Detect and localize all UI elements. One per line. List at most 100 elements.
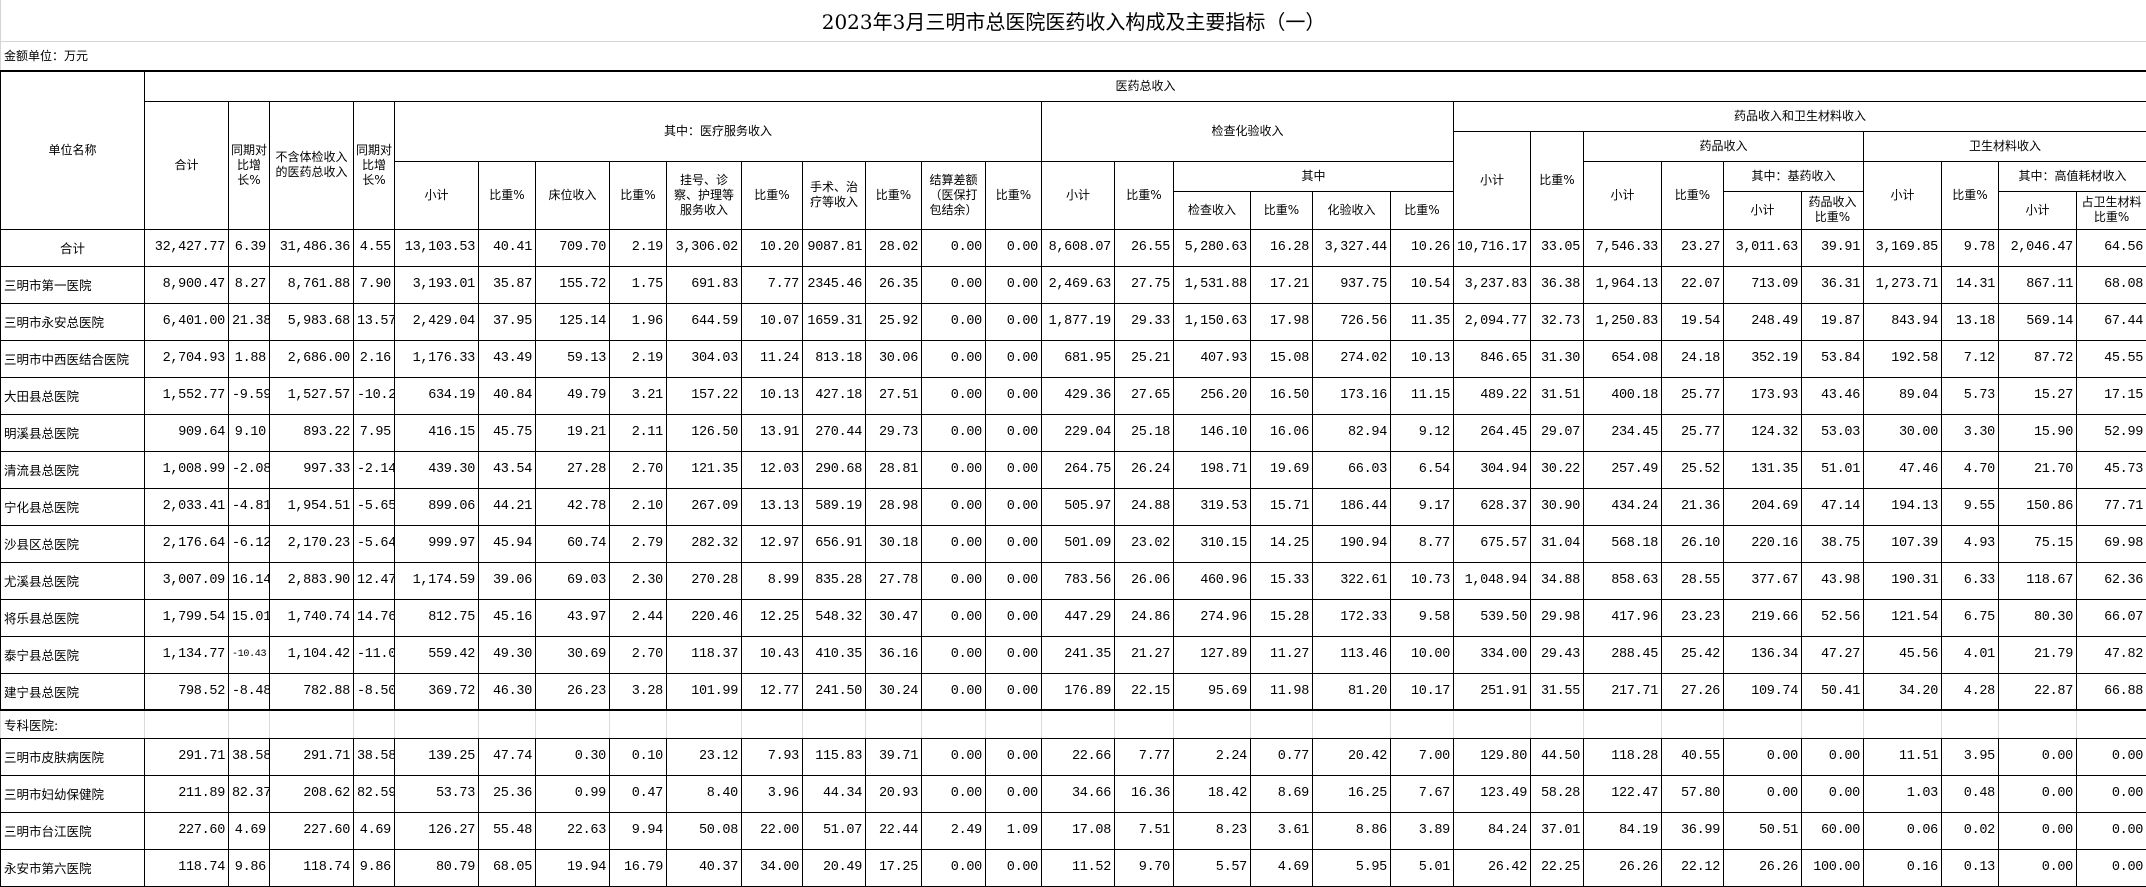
header-dm-subtotal: 小计 bbox=[1453, 130, 1531, 230]
value-cell: 36.16 bbox=[865, 635, 922, 674]
value-cell: 52.56 bbox=[1801, 598, 1864, 637]
value-cell: 22.15 bbox=[1114, 672, 1174, 711]
value-cell: 13.18 bbox=[1941, 302, 1999, 341]
unit-name-cell: 建宁县总医院 bbox=[0, 672, 145, 711]
value-cell: 217.71 bbox=[1583, 672, 1662, 711]
value-cell: 36.99 bbox=[1661, 811, 1724, 850]
value-cell: 3.96 bbox=[741, 774, 803, 813]
value-cell: 4.93 bbox=[1941, 524, 1999, 563]
value-cell: 38.58 bbox=[228, 737, 270, 776]
value-cell: 35.87 bbox=[478, 265, 536, 304]
empty-cell bbox=[269, 709, 354, 739]
unit-name-cell: 合计 bbox=[0, 228, 145, 267]
empty-cell bbox=[535, 709, 610, 739]
value-cell: 45.16 bbox=[478, 598, 536, 637]
value-cell: 139.25 bbox=[394, 737, 479, 776]
value-cell: 1,176.33 bbox=[394, 339, 479, 378]
value-cell: 40.41 bbox=[478, 228, 536, 267]
value-cell: 229.04 bbox=[1041, 413, 1115, 452]
value-cell: 846.65 bbox=[1453, 339, 1531, 378]
value-cell: 49.30 bbox=[478, 635, 536, 674]
value-cell: 681.95 bbox=[1041, 339, 1115, 378]
value-cell: 427.18 bbox=[802, 376, 866, 415]
header-material-subtotal: 小计 bbox=[1863, 160, 1942, 230]
value-cell: 10.20 bbox=[741, 228, 803, 267]
value-cell: 227.60 bbox=[269, 811, 354, 850]
value-cell: 31.55 bbox=[1530, 672, 1584, 711]
value-cell: 155.72 bbox=[535, 265, 610, 304]
value-cell: 377.67 bbox=[1723, 561, 1802, 600]
value-cell: 121.54 bbox=[1863, 598, 1942, 637]
report-title: 2023年3月三明市总医院医药收入构成及主要指标（一） bbox=[0, 0, 2146, 42]
value-cell: 29.73 bbox=[865, 413, 922, 452]
value-cell: 43.49 bbox=[478, 339, 536, 378]
value-cell: 7.00 bbox=[1390, 737, 1454, 776]
value-cell: 5,983.68 bbox=[269, 302, 354, 341]
value-cell: 122.47 bbox=[1583, 774, 1662, 813]
header-material-income: 卫生材料收入 bbox=[1862, 130, 2146, 162]
value-cell: 39.71 bbox=[865, 737, 922, 776]
value-cell: 16.06 bbox=[1250, 413, 1313, 452]
value-cell: 124.32 bbox=[1723, 413, 1802, 452]
value-cell: 118.67 bbox=[1998, 561, 2077, 600]
value-cell: 2.19 bbox=[609, 228, 667, 267]
table-row: 三明市第一医院 8,900.47 8.27 8,761.88 7.90 3,193.01 3… bbox=[0, 265, 2146, 304]
value-cell: 16.25 bbox=[1312, 774, 1391, 813]
value-cell: 7.67 bbox=[1390, 774, 1454, 813]
value-cell: 26.23 bbox=[535, 672, 610, 711]
value-cell: 14.25 bbox=[1250, 524, 1313, 563]
value-cell: 304.03 bbox=[666, 339, 742, 378]
value-cell: 3,011.63 bbox=[1723, 228, 1802, 267]
value-cell: 559.42 bbox=[394, 635, 479, 674]
value-cell: 1,740.74 bbox=[269, 598, 354, 637]
value-cell: 21.70 bbox=[1998, 450, 2077, 489]
value-cell: 49.79 bbox=[535, 376, 610, 415]
header-el-subtotal: 小计 bbox=[1041, 160, 1115, 230]
value-cell: 126.27 bbox=[394, 811, 479, 850]
value-cell: 27.28 bbox=[535, 450, 610, 489]
value-cell: 123.49 bbox=[1453, 774, 1531, 813]
value-cell: 58.28 bbox=[1530, 774, 1584, 813]
value-cell: 400.18 bbox=[1583, 376, 1662, 415]
value-cell: 22.25 bbox=[1530, 848, 1584, 887]
value-cell: 835.28 bbox=[802, 561, 866, 600]
value-cell: 0.00 bbox=[2075, 737, 2146, 776]
value-cell: 8,761.88 bbox=[269, 265, 354, 304]
value-cell: 548.32 bbox=[802, 598, 866, 637]
value-cell: 8.40 bbox=[666, 774, 742, 813]
value-cell: 2345.46 bbox=[802, 265, 866, 304]
value-cell: 6.33 bbox=[1941, 561, 1999, 600]
value-cell: 2,033.41 bbox=[144, 487, 229, 526]
unit-name-cell: 三明市台江医院 bbox=[0, 811, 145, 850]
value-cell: 0.00 bbox=[921, 774, 986, 813]
unit-name-cell: 三明市妇幼保健院 bbox=[0, 774, 145, 813]
value-cell: 10.17 bbox=[1390, 672, 1454, 711]
value-cell: 52.99 bbox=[2075, 413, 2146, 452]
value-cell: 5.95 bbox=[1312, 848, 1391, 887]
value-cell: 0.00 bbox=[921, 265, 986, 304]
value-cell: 26.35 bbox=[865, 265, 922, 304]
value-cell: 0.00 bbox=[921, 450, 986, 489]
value-cell: 937.75 bbox=[1312, 265, 1391, 304]
empty-cell bbox=[1114, 709, 1174, 739]
value-cell: 4.69 bbox=[353, 811, 395, 850]
value-cell: 25.77 bbox=[1661, 413, 1724, 452]
value-cell: 0.00 bbox=[921, 339, 986, 378]
value-cell: 219.66 bbox=[1723, 598, 1802, 637]
value-cell: 439.30 bbox=[394, 450, 479, 489]
value-cell: 2.70 bbox=[609, 450, 667, 489]
value-cell: 5.73 bbox=[1941, 376, 1999, 415]
value-cell: 304.94 bbox=[1453, 450, 1531, 489]
value-cell: 21.27 bbox=[1114, 635, 1174, 674]
value-cell: 75.15 bbox=[1998, 524, 2077, 563]
unit-name-cell: 三明市中西医结合医院 bbox=[0, 339, 145, 378]
value-cell: 0.00 bbox=[921, 376, 986, 415]
empty-cell bbox=[741, 709, 803, 739]
value-cell: 3,193.01 bbox=[394, 265, 479, 304]
value-cell: 1,174.59 bbox=[394, 561, 479, 600]
value-cell: 69.98 bbox=[2075, 524, 2146, 563]
value-cell: 0.00 bbox=[985, 228, 1042, 267]
value-cell: 80.79 bbox=[394, 848, 479, 887]
header-bed-ratio: 比重% bbox=[609, 160, 667, 230]
header-registration-ratio: 比重% bbox=[741, 160, 803, 230]
